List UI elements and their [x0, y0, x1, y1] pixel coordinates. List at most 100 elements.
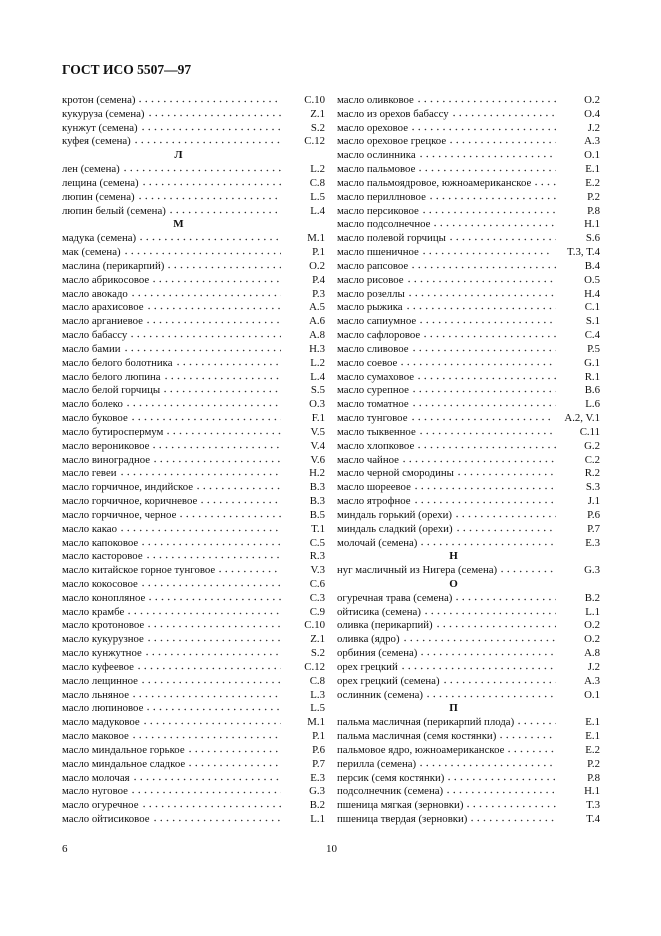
index-entry: масло чайное C.2 [337, 454, 600, 468]
entry-reference: E.3 [585, 536, 600, 549]
entry-reference: O.4 [584, 107, 600, 120]
entry-name: масло миндальное сладкое [62, 757, 186, 770]
dot-leader [516, 717, 556, 726]
entry-name: масло буковое [62, 412, 128, 425]
index-entry: масло крамбе C.9 [62, 606, 325, 620]
dot-leader [140, 177, 281, 186]
entry-name: масло пшеничное [337, 246, 419, 259]
entry-reference: V.4 [310, 439, 325, 452]
entry-name: масло ослинника [337, 149, 416, 162]
dot-leader [450, 108, 556, 117]
index-entry: кротон (семена) C.10 [62, 94, 325, 108]
entry-reference: B.6 [584, 384, 600, 397]
entry-reference: A.5 [309, 301, 325, 314]
entry-name: масло китайское горное тунговое [62, 564, 216, 577]
entry-name: масло белого болотника [62, 356, 173, 369]
index-letter-heading: М [173, 218, 184, 231]
dot-leader [151, 440, 281, 449]
entry-reference: C.1 [584, 301, 600, 314]
entry-name: огуречная трава (семена) [337, 591, 453, 604]
entry-reference: C.8 [309, 176, 325, 189]
entry-reference: V.5 [310, 425, 325, 438]
dot-leader [498, 731, 556, 740]
entry-name: масло сапиумное [337, 315, 417, 328]
entry-name: масло конопляное [62, 591, 146, 604]
dot-leader [412, 496, 556, 505]
index-entry: масло черной смородины R.2 [337, 467, 600, 481]
entry-reference: C.5 [309, 536, 325, 549]
index-entry: молочай (семена) E.3 [337, 537, 600, 551]
entry-reference: A.3 [584, 674, 600, 687]
dot-leader [145, 302, 281, 311]
entry-reference: E.3 [310, 771, 325, 784]
index-entry: лещина (семена) C.8 [62, 177, 325, 191]
dot-leader [145, 703, 281, 712]
dot-leader [195, 482, 281, 491]
entry-name: масло соевое [337, 356, 398, 369]
dot-leader [118, 523, 281, 532]
dot-leader [132, 136, 281, 145]
entry-name: кротон (семена) [62, 94, 136, 106]
dot-leader [186, 744, 281, 753]
index-entry: пальма масличная (перикарпий плода) E.1 [337, 716, 600, 730]
entry-reference: P.5 [587, 342, 600, 355]
dot-leader [420, 247, 553, 256]
entry-reference: S.5 [310, 384, 325, 397]
entry-name: мадука (семена) [62, 232, 137, 245]
dot-leader [417, 150, 556, 159]
entry-reference: E.2 [585, 743, 600, 756]
index-entry: масло сапиумное S.1 [337, 315, 600, 329]
dot-leader [140, 537, 281, 546]
index-entry: лен (семена) L.2 [62, 163, 325, 177]
dot-leader [420, 205, 556, 214]
index-entry: масло авокадо P.3 [62, 288, 325, 302]
entry-name: люпин (семена) [62, 190, 135, 203]
entry-name: масло арганиевое [62, 315, 143, 328]
entry-name: масло огуречное [62, 799, 139, 812]
entry-name: масло сливовое [337, 342, 409, 355]
entry-reference: S.2 [310, 121, 325, 134]
entry-reference: P.1 [312, 730, 325, 743]
entry-name: масло миндальное горькое [62, 743, 185, 756]
dot-leader [422, 606, 556, 615]
entry-name: пшеница твердая (зерновки) [337, 813, 468, 826]
entry-name: пальма масличная (семя костянки) [337, 730, 497, 743]
entry-reference: L.5 [310, 190, 325, 203]
index-letter-heading: Н [449, 550, 458, 563]
entry-name: масло белой горчицы [62, 384, 161, 397]
entry-reference: C.12 [304, 660, 325, 673]
index-entry: масло пальмовое E.1 [337, 163, 600, 177]
entry-name: масло чайное [337, 453, 399, 466]
entry-name: масло периллновое [337, 190, 426, 203]
index-entry: кунжут (семена) S.2 [62, 122, 325, 136]
entry-name: масло из орехов бабассу [337, 107, 449, 120]
index-entry: масло соевое G.1 [337, 357, 600, 371]
index-entry: масло арахисовое A.5 [62, 301, 325, 315]
entry-name: масло томатное [337, 398, 409, 411]
dot-leader [152, 454, 281, 463]
index-entry: пальмовое ядро, южноамериканское E.2 [337, 744, 600, 758]
index-entry: масло арганиевое A.6 [62, 315, 325, 329]
dot-leader [425, 689, 556, 698]
index-entry: ослинник (семена) O.1 [337, 689, 600, 703]
dot-leader [455, 468, 556, 477]
entry-reference: C.12 [304, 135, 325, 148]
entry-name: масло абрикосовое [62, 273, 150, 286]
entry-name: кунжут (семена) [62, 121, 138, 134]
dot-leader [165, 426, 281, 435]
entry-reference: O.2 [584, 619, 600, 632]
entry-reference: A.2, V.1 [564, 412, 600, 425]
page-number-left: 6 [62, 843, 68, 855]
dot-leader [422, 330, 556, 339]
index-letter-heading: О [449, 577, 458, 590]
index-entry: масло конопляное C.3 [62, 592, 325, 606]
dot-leader [409, 413, 551, 422]
dot-leader [454, 592, 556, 601]
index-entry: масло горчичное, коричневое B.3 [62, 495, 325, 509]
entry-reference: L.4 [310, 204, 325, 217]
entry-reference: P.3 [312, 287, 325, 300]
dot-leader [140, 800, 281, 809]
entry-name: масло рисовое [337, 273, 404, 286]
entry-reference: P.8 [587, 771, 600, 784]
entry-name: масло горчичное, черное [62, 508, 177, 521]
